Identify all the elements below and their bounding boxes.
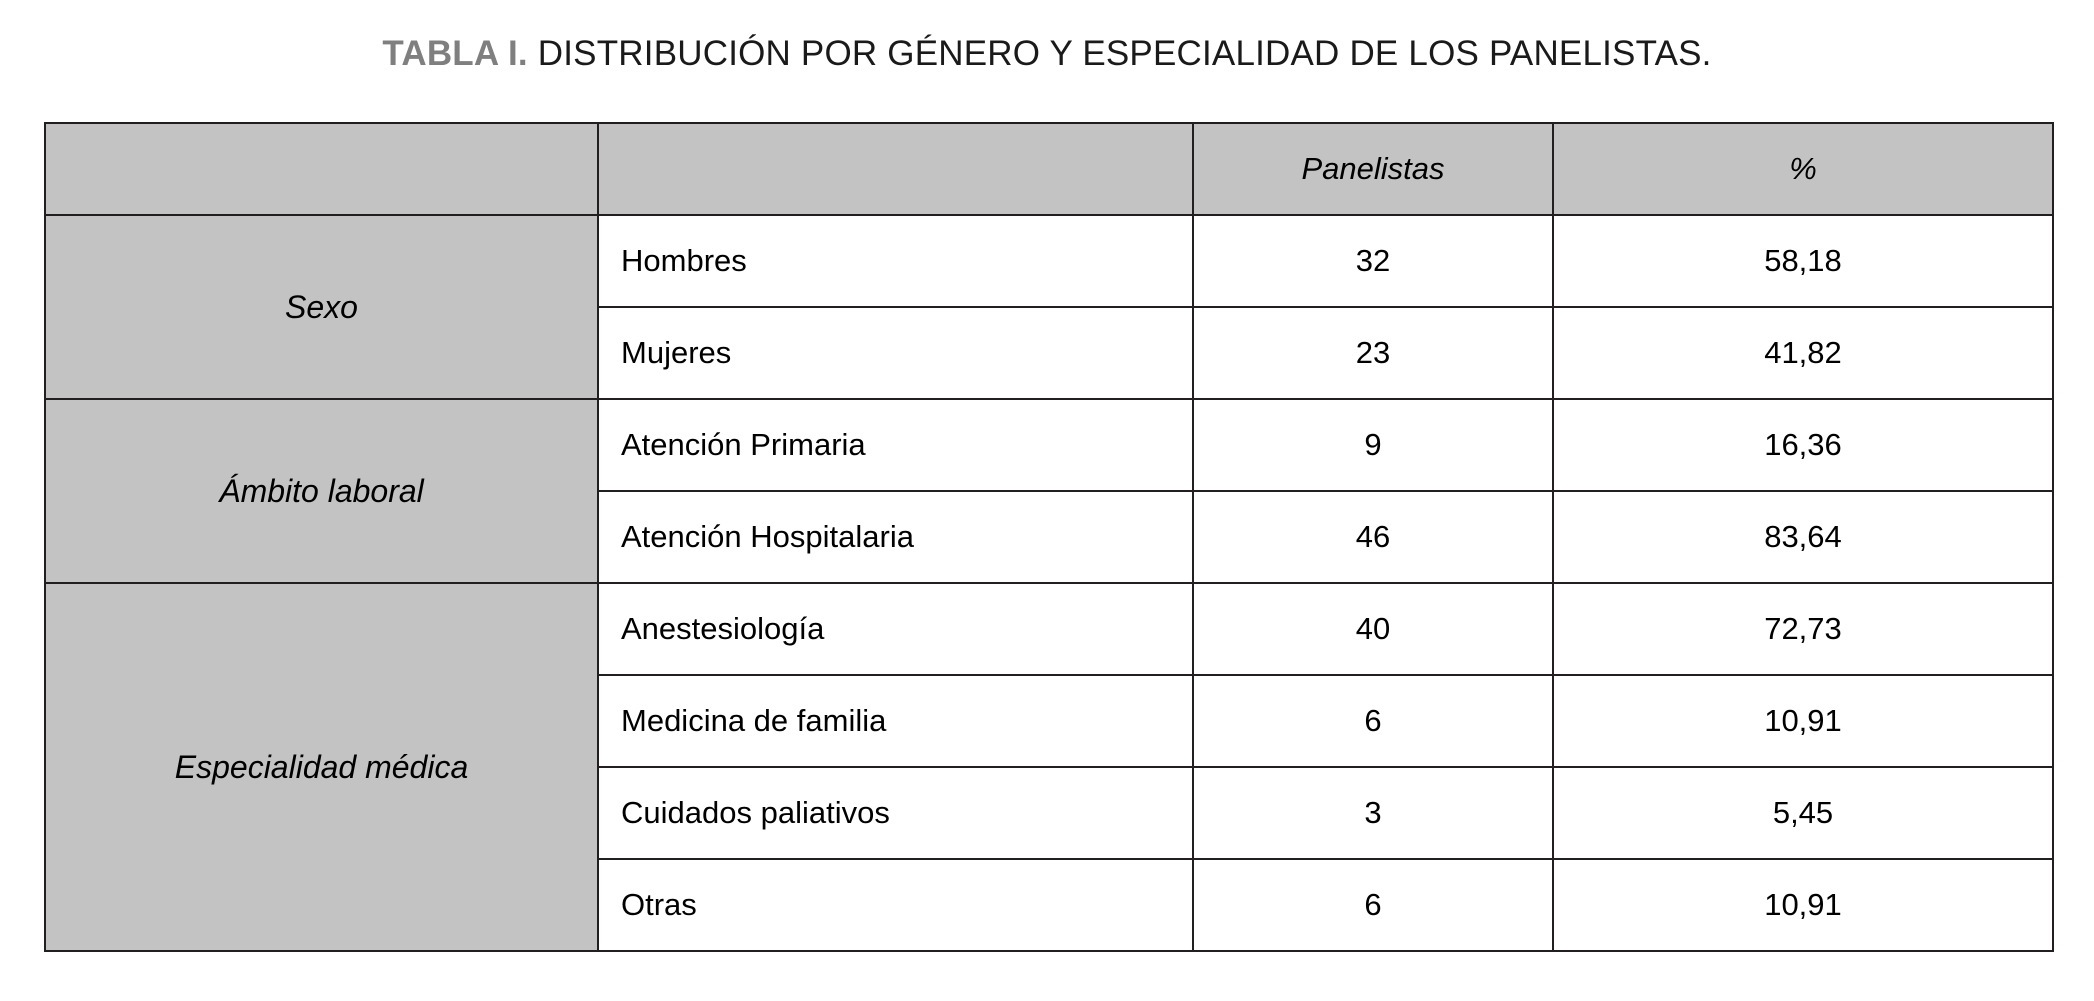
panelists-table: Panelistas % Sexo Hombres 32 [44, 122, 2054, 952]
percent-value: 41,82 [1764, 335, 1842, 370]
percent-cell: 16,36 [1552, 398, 2054, 492]
count-cell: 9 [1192, 398, 1554, 492]
percent-cell: 83,64 [1552, 490, 2054, 584]
group-cell-sexo: Sexo [44, 214, 599, 400]
table-caption: TABLA I. DISTRIBUCIÓN POR GÉNERO Y ESPEC… [0, 33, 2094, 75]
percent-cell: 58,18 [1552, 214, 2054, 308]
percent-value: 58,18 [1764, 243, 1842, 278]
header-cell-item [597, 122, 1194, 216]
header-label-percent: % [1789, 151, 1817, 186]
item-label: Otras [621, 887, 697, 922]
count-cell: 6 [1192, 674, 1554, 768]
item-label: Cuidados paliativos [621, 795, 890, 830]
percent-value: 10,91 [1764, 703, 1842, 738]
percent-cell: 10,91 [1552, 674, 2054, 768]
item-cell: Anestesiología [597, 582, 1194, 676]
count-cell: 23 [1192, 306, 1554, 400]
item-cell: Otras [597, 858, 1194, 952]
table-row: Sexo Hombres 32 58,18 [44, 214, 2054, 400]
item-label: Anestesiología [621, 611, 825, 646]
table-row: Otras 6 10,91 [45, 858, 2054, 952]
count-value: 40 [1355, 611, 1391, 646]
count-cell: 3 [1192, 766, 1554, 860]
count-value: 6 [1364, 703, 1382, 738]
item-label: Atención Primaria [621, 427, 866, 462]
header-label-count: Panelistas [1301, 151, 1445, 186]
group-cell-especialidad-medica: Especialidad médica [44, 582, 599, 952]
count-value: 32 [1355, 243, 1391, 278]
count-value: 46 [1355, 519, 1391, 554]
table-row: Mujeres 23 41,82 [45, 306, 2054, 400]
count-value: 23 [1355, 335, 1391, 370]
header-cell-percent: % [1552, 122, 2054, 216]
percent-cell: 5,45 [1552, 766, 2054, 860]
table-number-label: TABLA I. [382, 34, 528, 73]
percent-cell: 10,91 [1552, 858, 2054, 952]
count-value: 9 [1364, 427, 1382, 462]
count-value: 3 [1364, 795, 1382, 830]
count-value: 6 [1364, 887, 1382, 922]
count-cell: 46 [1192, 490, 1554, 584]
page-title: TABLA I. DISTRIBUCIÓN POR GÉNERO Y ESPEC… [382, 33, 1711, 75]
table-row: Especialidad médica Anestesiología 40 72… [44, 582, 2054, 952]
table-title-text: DISTRIBUCIÓN POR GÉNERO Y ESPECIALIDAD D… [527, 34, 1712, 73]
item-label: Mujeres [621, 335, 732, 370]
item-cell: Hombres [597, 214, 1194, 308]
table-row: Cuidados paliativos 3 5,45 [45, 766, 2054, 860]
percent-value: 83,64 [1764, 519, 1842, 554]
header-cell-group [44, 122, 599, 216]
item-label: Atención Hospitalaria [621, 519, 914, 554]
item-cell: Medicina de familia [597, 674, 1194, 768]
item-cell: Atención Hospitalaria [597, 490, 1194, 584]
table-header-row: Panelistas % [44, 122, 2054, 216]
item-cell: Atención Primaria [597, 398, 1194, 492]
group-label: Especialidad médica [174, 748, 469, 785]
table-row: Atención Hospitalaria 46 83,64 [45, 490, 2054, 584]
percent-value: 16,36 [1764, 427, 1842, 462]
percent-cell: 72,73 [1552, 582, 2054, 676]
item-cell: Mujeres [597, 306, 1194, 400]
count-cell: 6 [1192, 858, 1554, 952]
table-row: Ámbito laboral Atención Primaria 9 16,36 [44, 398, 2054, 584]
header-cell-count: Panelistas [1192, 122, 1554, 216]
item-label: Hombres [621, 243, 747, 278]
percent-cell: 41,82 [1552, 306, 2054, 400]
count-cell: 32 [1192, 214, 1554, 308]
table-row: Medicina de familia 6 10,91 [45, 674, 2054, 768]
group-cell-ambito-laboral: Ámbito laboral [44, 398, 599, 584]
item-cell: Cuidados paliativos [597, 766, 1194, 860]
percent-value: 72,73 [1764, 611, 1842, 646]
group-label: Ámbito laboral [219, 472, 424, 509]
group-label: Sexo [285, 288, 358, 325]
percent-value: 10,91 [1764, 887, 1842, 922]
item-label: Medicina de familia [621, 703, 887, 738]
panelists-table-wrap: Panelistas % Sexo Hombres 32 [44, 122, 2054, 952]
percent-value: 5,45 [1772, 795, 1834, 830]
count-cell: 40 [1192, 582, 1554, 676]
